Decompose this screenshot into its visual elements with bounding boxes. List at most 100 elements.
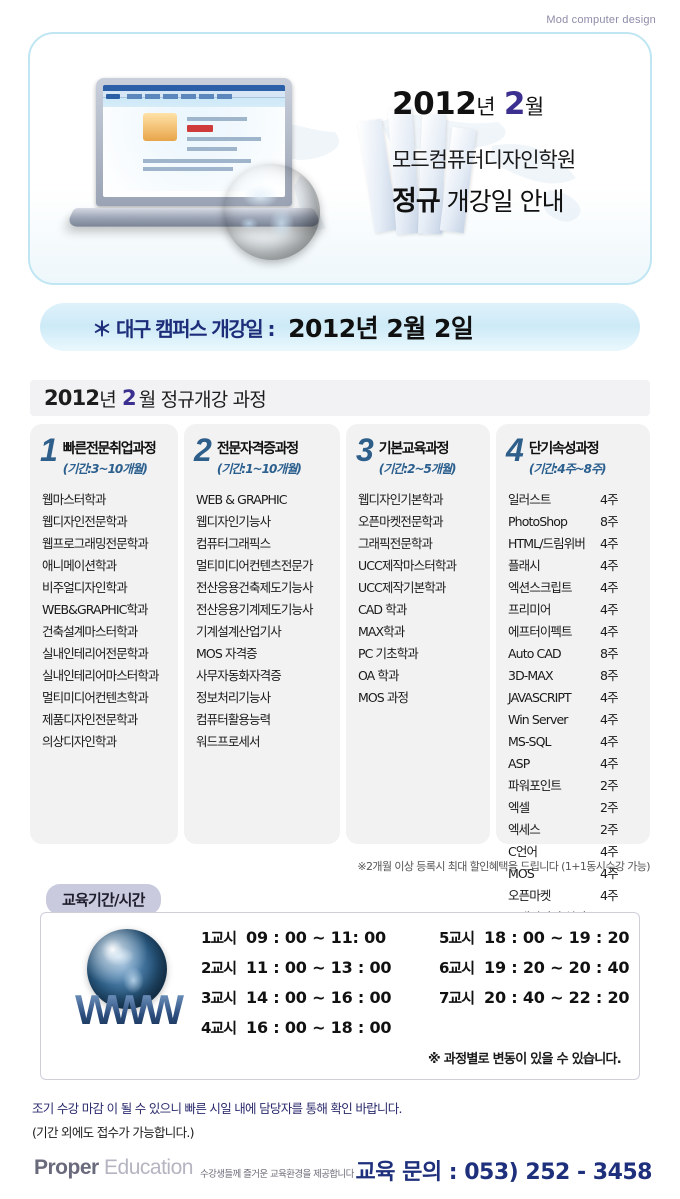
list-item[interactable]: 그래픽전문학과 [357, 536, 433, 551]
list-item[interactable]: 기계설계산업기사 [196, 624, 282, 639]
course-name: MOS [508, 866, 535, 881]
list-item[interactable]: 웹디자인기본학과 [357, 492, 444, 507]
list-item[interactable]: 건축설계마스터학과 [42, 624, 138, 639]
list-item[interactable]: 엑세스 2주 [508, 819, 650, 841]
list-item[interactable]: 워드프로세서 [196, 734, 261, 749]
section-title-year-suffix: 년 [99, 388, 116, 411]
bottom-notice: 조기 수강 마감 이 될 수 있으니 빠른 시일 내에 담당자를 통해 확인 바… [32, 1098, 652, 1141]
course-column-2-title: 전문자격증과정 [216, 441, 299, 457]
list-item[interactable]: 컴퓨터활용능력 [196, 712, 271, 727]
logo: Proper Education [34, 1156, 193, 1180]
list-item[interactable]: 오픈마켓전문학과 [357, 514, 444, 529]
list-item[interactable]: 파워포인트 2주 [508, 775, 650, 797]
list-item[interactable]: PhotoShop 8주 [508, 511, 650, 533]
list-item[interactable]: HTML/드림위버 4주 [508, 533, 650, 555]
discount-note: ※2개월 이상 등록시 최대 할인혜택을 드립니다 (1+1동시수강 가능) [357, 860, 650, 873]
period-time: 19 : 20 ~ 20 : 40 [484, 958, 630, 977]
list-item[interactable]: 엑션스크립트 4주 [508, 577, 650, 599]
list-item[interactable]: C언어 4주 [508, 841, 650, 863]
list-item[interactable]: 일러스트 4주 [508, 489, 650, 511]
period-label: 3교시 [201, 989, 237, 1007]
globe-icon [224, 164, 320, 260]
list-item[interactable]: 실내인테리어전문학과 [42, 646, 149, 661]
list-item[interactable]: 플래시 4주 [508, 555, 650, 577]
list-item[interactable]: 오픈마켓 4주 [508, 885, 650, 907]
list-item[interactable]: 전산응용건축제도기능사 [196, 580, 314, 595]
course-name: Auto CAD [508, 646, 562, 661]
list-item[interactable]: WEB & GRAPHIC [196, 492, 288, 507]
list-item[interactable]: WEB&GRAPHIC학과 [42, 602, 149, 617]
list-item[interactable]: 정보처리기능사 [196, 690, 271, 705]
list-item[interactable]: 애니메이션학과 [42, 558, 117, 573]
contact-phone: 교육 문의 : 053) 252 - 3458 [355, 1160, 653, 1185]
campus-open-banner: ＊ 대구 캠퍼스 개강일 : 2012년 2월 2일 [40, 303, 640, 351]
list-item[interactable]: 비주얼디자인학과 [42, 580, 128, 595]
list-item[interactable]: 에프터이펙트 4주 [508, 621, 650, 643]
list-item[interactable]: 제품디자인전문학과 [42, 712, 138, 727]
list-item[interactable]: OA 학과 [357, 668, 400, 683]
www-text: WWW [67, 989, 187, 1031]
period-label: 6교시 [439, 959, 475, 977]
course-weeks: 4주 [600, 866, 619, 881]
course-weeks: 4주 [600, 624, 619, 639]
notice-line-1: 조기 수강 마감 이 될 수 있으니 빠른 시일 내에 담당자를 통해 확인 바… [32, 1101, 403, 1116]
course-weeks: 4주 [600, 734, 619, 749]
list-item[interactable]: PC 기초학과 [357, 646, 419, 661]
logo-bold: Proper [34, 1156, 99, 1179]
globe-www-icon: WWW [67, 927, 187, 1057]
list-item[interactable]: ASP 4주 [508, 753, 650, 775]
list-item[interactable]: JAVASCRIPT 4주 [508, 687, 650, 709]
table-row: 1교시 09 : 00 ~ 11: 00 5교시 18 : 00 ~ 19 : 20 [201, 927, 631, 948]
course-weeks: 4주 [600, 690, 619, 705]
list-item[interactable]: MOS 과정 [357, 690, 409, 705]
course-name: Win Server [508, 712, 568, 727]
hero-month: 2 [503, 86, 526, 122]
table-row: 3교시 14 : 00 ~ 16 : 00 7교시 20 : 40 ~ 22 : 2… [201, 987, 631, 1008]
list-item[interactable]: UCC제작마스터학과 [357, 558, 457, 573]
course-weeks: 8주 [600, 646, 619, 661]
course-name: HTML/드림위버 [508, 536, 586, 551]
list-item[interactable]: MOS 자격증 [196, 646, 258, 661]
list-item[interactable]: 멀티미디어컨텐츠학과 [42, 690, 149, 705]
course-name: JAVASCRIPT [508, 690, 572, 705]
schedule-table: 1교시 09 : 00 ~ 11: 00 5교시 18 : 00 ~ 19 : 20… [201, 927, 631, 1047]
list-item[interactable]: 3D-MAX 8주 [508, 665, 650, 687]
course-name: 엑셀 [508, 800, 530, 815]
campus-banner-label: ＊ 대구 캠퍼스 개강일 : [92, 316, 276, 341]
course-weeks: 4주 [600, 558, 619, 573]
schedule-footnote: ※ 과정별로 변동이 있을 수 있습니다. [428, 1052, 622, 1067]
list-item[interactable]: 컴퓨터그래픽스 [196, 536, 271, 551]
list-item[interactable]: MOS 4주 [508, 863, 650, 885]
hero-panel: 2012년 2월 모드컴퓨터디자인학원 정규 개강일 안내 [28, 32, 652, 285]
list-item[interactable]: MS-SQL 4주 [508, 731, 650, 753]
list-item[interactable]: 웹디자인기능사 [196, 514, 271, 529]
list-item[interactable]: 웹마스터학과 [42, 492, 107, 507]
course-column-3-header: 3 기본교육과정 (기간:2~5개월) [346, 434, 490, 483]
list-item[interactable]: CAD 학과 [357, 602, 407, 617]
hero-date-line: 2012년 2월 [392, 86, 642, 122]
list-item[interactable]: 프리미어 4주 [508, 599, 650, 621]
course-column-2-header: 2 전문자격증과정 (기간:1~10개월) [184, 434, 340, 483]
list-item[interactable]: 멀티미디어컨텐츠전문가 [196, 558, 314, 573]
hero-text-block: 2012년 2월 모드컴퓨터디자인학원 정규 개강일 안내 [392, 86, 642, 218]
list-item[interactable]: 전산응용기계제도기능사 [196, 602, 314, 617]
course-name: C언어 [508, 844, 538, 859]
list-item[interactable]: 웹프로그래밍전문학과 [42, 536, 149, 551]
notice-line-2: (기간 외에도 접수가 가능합니다.) [32, 1125, 195, 1140]
list-item[interactable]: 의상디자인학과 [42, 734, 117, 749]
campus-banner-date: 2012년 2월 2일 [288, 314, 474, 343]
list-item[interactable]: Win Server 4주 [508, 709, 650, 731]
list-item[interactable]: UCC제작기본학과 [357, 580, 446, 595]
course-weeks: 4주 [600, 602, 619, 617]
list-item[interactable]: Auto CAD 8주 [508, 643, 650, 665]
list-item[interactable]: 사무자동화자격증 [196, 668, 282, 683]
list-item[interactable]: 웹디자인전문학과 [42, 514, 128, 529]
list-item[interactable]: MAX학과 [357, 624, 405, 639]
laptop-icon [64, 72, 364, 277]
list-item[interactable]: 실내인테리어마스터학과 [42, 668, 160, 683]
period-time: 14 : 00 ~ 16 : 00 [246, 988, 392, 1007]
period-label: 1교시 [201, 929, 237, 947]
hero-year-suffix: 년 [476, 95, 496, 119]
list-item[interactable]: 엑셀 2주 [508, 797, 650, 819]
hero-year: 2012 [392, 86, 477, 122]
